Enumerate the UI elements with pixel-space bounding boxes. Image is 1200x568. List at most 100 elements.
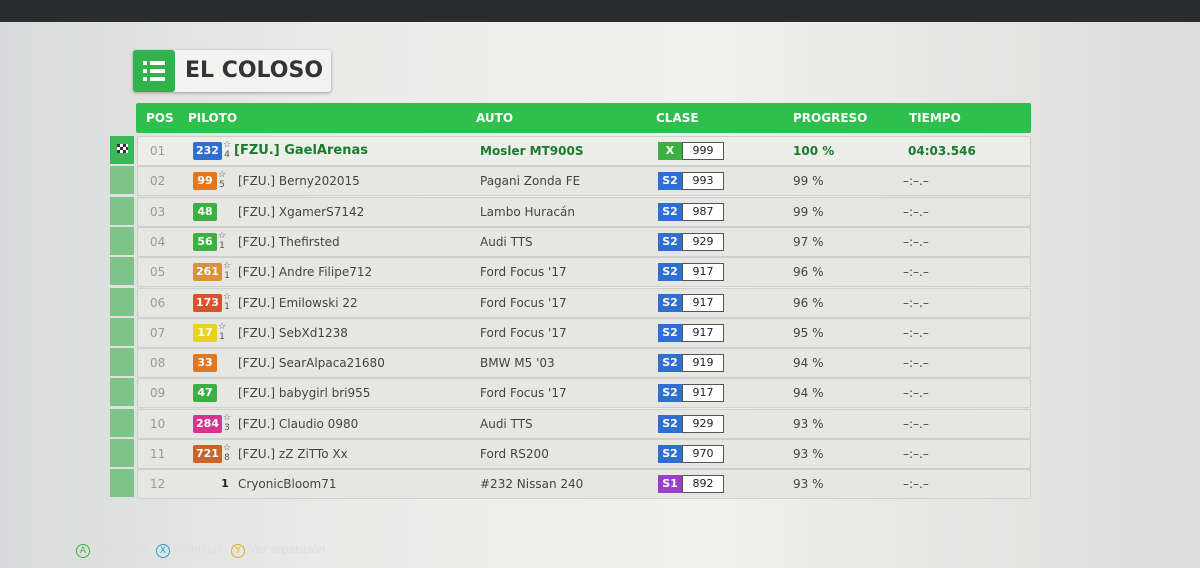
row-marker [110,196,134,225]
driver-rank: ☆ 1 [217,231,227,251]
progress: 96 % [793,295,824,310]
performance-index: 892 [682,475,724,494]
driver-name: [FZU.] Andre Filipe712 [238,265,373,280]
column-header: PROGRESO [793,111,868,125]
driver-name: [FZU.] Claudio 0980 [238,416,359,431]
performance-index: 917 [682,263,724,282]
car-class: S1 [658,475,682,494]
footer-button[interactable]: X Reiniciar [156,542,221,558]
car-name: Audi TTS [480,416,533,431]
rank-number: 1 [224,271,230,282]
performance-index: 929 [682,232,724,251]
leaderboard-row[interactable]: 10 284 ☆ 3 [FZU.] Claudio 0980 Audi TTS S2 929 9… [137,408,1031,439]
driver-level: 173 [193,293,222,312]
best-time: –:–.– [903,447,929,461]
best-time: –:–.– [903,386,929,401]
button-label: Reiniciar [174,543,222,556]
best-time: –:–.– [903,204,929,219]
column-header: PILOTO [188,111,238,125]
car-name: Ford RS200 [480,447,549,461]
car-class: S2 [658,384,682,403]
footer-button[interactable]: A Continuar [76,542,148,558]
driver-name: [FZU.] Thefirsted [238,234,340,249]
column-header: POS [146,111,174,125]
driver-name: [FZU.] zZ ZiTTo Xx [238,447,348,461]
leaderboard-row[interactable]: 04 56 ☆ 1 [FZU.] Thefirsted Audi TTS S2 929 97 %… [137,226,1031,257]
car-name: Mosler MT900S [480,144,584,158]
title-panel: EL COLOSO [133,50,331,92]
rank-number: 8 [224,453,230,463]
column-header: CLASE [656,111,699,125]
position: 01 [150,144,166,158]
rank-star: ☆ [222,443,232,453]
driver-level: 261 [193,263,222,282]
footer-button[interactable]: Y Ver repetición [231,542,325,558]
performance-index: 993 [682,172,724,191]
performance-index: 917 [682,384,724,403]
progress: 96 % [793,265,824,280]
leaderboard-row[interactable]: 12 1 CryonicBloom71 #232 Nissan 240 S1 892 93 … [137,469,1031,500]
driver-rank: ☆ 5 [217,170,227,190]
rank-star: ☆ [217,170,227,181]
driver-level: 56 [193,232,217,251]
performance-index: 999 [682,142,724,160]
list-icon [133,50,175,92]
leaderboard-row[interactable]: 03 48 [FZU.] XgamerS7142 Lambo Huracán S2 987… [137,196,1031,227]
column-header: AUTO [476,111,514,125]
driver-level: 99 [193,172,217,191]
row-marker [110,136,134,164]
car-class: S2 [658,263,682,282]
row-marker [110,439,134,467]
leaderboard-row[interactable]: 02 99 ☆ 5 [FZU.] Berny202015 Pagani Zonda FE S… [137,166,1031,197]
best-time: –:–.– [903,416,929,431]
best-time: –:–.– [903,356,929,371]
driver-rank: ☆ 1 [217,322,227,342]
leaderboard-row[interactable]: 05 261 ☆ 1 [FZU.] Andre Filipe712 Ford Focus … [137,257,1031,288]
performance-index: 917 [682,293,724,312]
position: 03 [150,204,166,219]
car-name: BMW M5 '03 [480,356,555,371]
button-key: X [156,544,170,558]
driver-rank: ☆ 1 [222,261,232,281]
performance-index: 970 [682,445,724,463]
driver-name: [FZU.] SearAlpaca21680 [238,356,385,371]
car-name: Audi TTS [480,234,533,249]
car-class: S2 [658,323,682,342]
rank-star: ☆ [222,412,232,423]
driver-level: 47 [193,384,217,403]
car-name: Ford Focus '17 [480,325,567,340]
leaderboard-row[interactable]: 01 232 ☆ 4 [FZU.] GaelArenas Mosler MT900S X 99… [137,136,1031,166]
best-time: –:–.– [903,295,929,310]
best-time: –:–.– [903,234,929,249]
rank-number: 1 [219,240,225,251]
driver-name: [FZU.] Emilowski 22 [238,295,358,310]
rank-number: 1 [224,301,230,312]
row-marker [110,226,134,255]
best-time: –:–.– [903,325,929,340]
driver-level: 284 [193,414,222,433]
leaderboard-row[interactable]: 07 17 ☆ 1 [FZU.] SebXd1238 Ford Focus '17 S2 91… [137,317,1031,348]
car-name: #232 Nissan 240 [480,477,584,492]
button-key: Y [231,544,245,558]
driver-rank: ☆ 8 [222,443,232,463]
leaderboard-row[interactable]: 09 47 [FZU.] babygirl bri955 Ford Focus '17… [137,378,1031,409]
leaderboard-row[interactable]: 08 33 [FZU.] SearAlpaca21680 BMW M5 '03 S2 91… [137,348,1031,379]
performance-index: 987 [682,202,724,221]
progress: 93 % [793,447,824,461]
rank-number: 5 [219,180,225,191]
leaderboard-row[interactable]: 06 173 ☆ 1 [FZU.] Emilowski 22 Ford Focus '17… [137,287,1031,318]
position: 07 [150,325,166,340]
driver-level: 33 [193,354,217,373]
progress: 93 % [793,477,824,492]
progress: 94 % [793,386,824,401]
position: 10 [150,416,166,431]
car-class: S2 [658,445,682,463]
progress: 99 % [793,204,824,219]
leaderboard-row[interactable]: 11 721 ☆ 8 [FZU.] zZ ZiTTo Xx Ford RS200 S2 970… [137,439,1031,469]
rank-star: ☆ [222,140,232,150]
performance-index: 917 [682,323,724,342]
row-marker [110,317,134,346]
row-marker [110,257,134,286]
progress: 100 % [793,144,835,158]
progress: 93 % [793,416,824,431]
